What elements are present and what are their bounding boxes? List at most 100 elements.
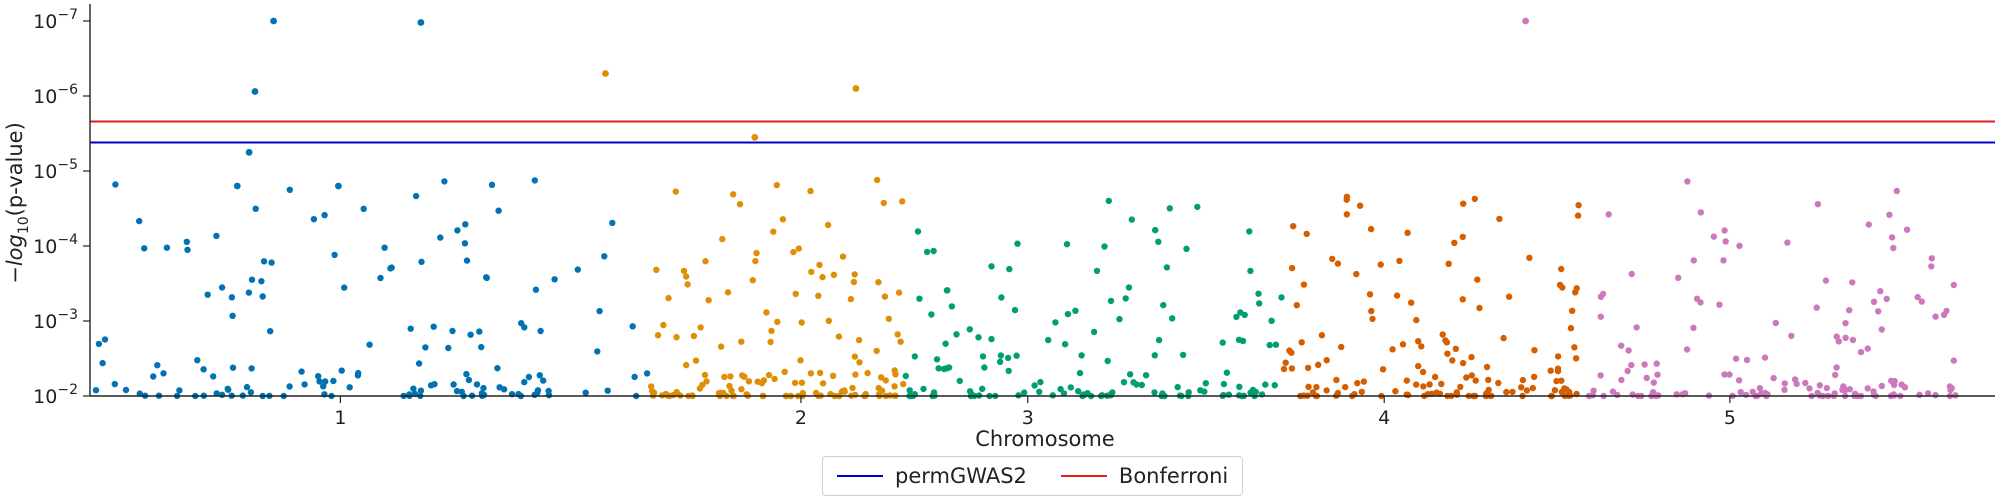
data-point — [111, 380, 119, 388]
data-point — [911, 353, 918, 360]
data-point — [1463, 374, 1470, 381]
data-point — [1654, 371, 1661, 378]
data-point — [1875, 308, 1882, 315]
data-point — [1194, 203, 1201, 211]
data-point — [792, 290, 799, 298]
data-point — [727, 373, 734, 380]
data-point — [1758, 390, 1765, 397]
data-point — [719, 235, 726, 243]
data-point — [1155, 238, 1162, 245]
data-point — [1822, 277, 1830, 284]
data-point — [1037, 378, 1044, 386]
data-point — [540, 377, 547, 384]
data-point — [1928, 255, 1936, 262]
data-point — [1914, 293, 1921, 301]
data-point — [1772, 319, 1780, 327]
data-point — [1890, 244, 1897, 252]
data-point — [1288, 264, 1296, 272]
data-point — [1343, 211, 1351, 218]
series-chr4 — [1280, 193, 1582, 400]
data-point — [880, 199, 887, 207]
data-point — [496, 384, 503, 391]
data-point-peak — [417, 19, 425, 26]
data-point — [101, 336, 109, 343]
data-point — [824, 221, 832, 229]
data-point — [338, 367, 345, 374]
data-point — [1442, 337, 1449, 344]
data-point — [1343, 193, 1351, 200]
x-tick-label: 2 — [795, 407, 807, 429]
data-point — [1554, 365, 1562, 372]
data-point — [758, 380, 766, 387]
data-point — [1457, 383, 1464, 391]
data-point — [1090, 328, 1098, 336]
data-point — [1415, 362, 1422, 370]
data-point — [683, 273, 690, 280]
data-point — [453, 387, 461, 395]
data-point — [160, 370, 167, 377]
series-chr2 — [648, 176, 907, 400]
data-point — [1323, 387, 1330, 394]
data-point — [1721, 371, 1728, 378]
data-point — [1609, 388, 1617, 395]
data-point — [1833, 333, 1840, 340]
data-point — [875, 279, 882, 286]
legend-line-permgwas2 — [837, 475, 883, 477]
data-point — [1031, 382, 1038, 389]
data-point — [1379, 366, 1387, 373]
data-point — [648, 387, 656, 395]
data-point — [940, 365, 948, 373]
data-point — [1558, 388, 1566, 396]
data-point — [715, 390, 723, 397]
data-point — [1449, 357, 1456, 364]
data-point — [1368, 307, 1375, 315]
data-point — [480, 391, 488, 398]
data-point — [1116, 315, 1123, 323]
data-point — [1426, 381, 1433, 388]
data-point — [150, 373, 157, 380]
data-point — [988, 335, 995, 343]
data-point — [948, 303, 956, 310]
data-point — [1174, 383, 1181, 391]
data-point — [1338, 343, 1345, 351]
data-point — [1950, 357, 1958, 364]
data-point — [1886, 211, 1893, 218]
data-point — [1736, 242, 1743, 249]
data-point — [224, 385, 231, 392]
data-point — [882, 377, 889, 384]
data-point — [478, 343, 485, 351]
data-point — [1223, 369, 1231, 376]
data-point — [1737, 388, 1744, 396]
data-point — [99, 359, 106, 367]
data-point — [891, 383, 898, 390]
data-point — [877, 374, 885, 381]
data-point — [1878, 326, 1886, 333]
data-point — [1716, 301, 1723, 308]
data-point — [1152, 226, 1159, 234]
data-point — [1109, 389, 1116, 396]
data-point — [981, 364, 988, 371]
data-point — [136, 390, 143, 397]
legend: permGWAS2 Bonferroni — [822, 456, 1244, 496]
data-point — [1932, 313, 1939, 320]
data-point — [1233, 313, 1240, 321]
data-point — [1076, 369, 1084, 377]
data-point — [1697, 209, 1705, 216]
data-point — [1020, 389, 1028, 396]
data-point — [717, 343, 725, 350]
data-point — [1918, 298, 1926, 305]
data-point — [480, 384, 487, 392]
data-point — [864, 369, 871, 377]
data-point — [771, 375, 778, 383]
data-point — [609, 219, 616, 227]
data-point — [1526, 254, 1533, 261]
series-chr5 — [1585, 178, 1959, 400]
data-point — [1366, 291, 1374, 298]
data-point — [1565, 388, 1573, 396]
data-point — [653, 266, 660, 273]
data-point — [807, 370, 815, 377]
data-point — [1004, 354, 1012, 362]
data-point — [1247, 267, 1254, 275]
data-point — [745, 378, 753, 385]
data-point — [218, 391, 226, 398]
